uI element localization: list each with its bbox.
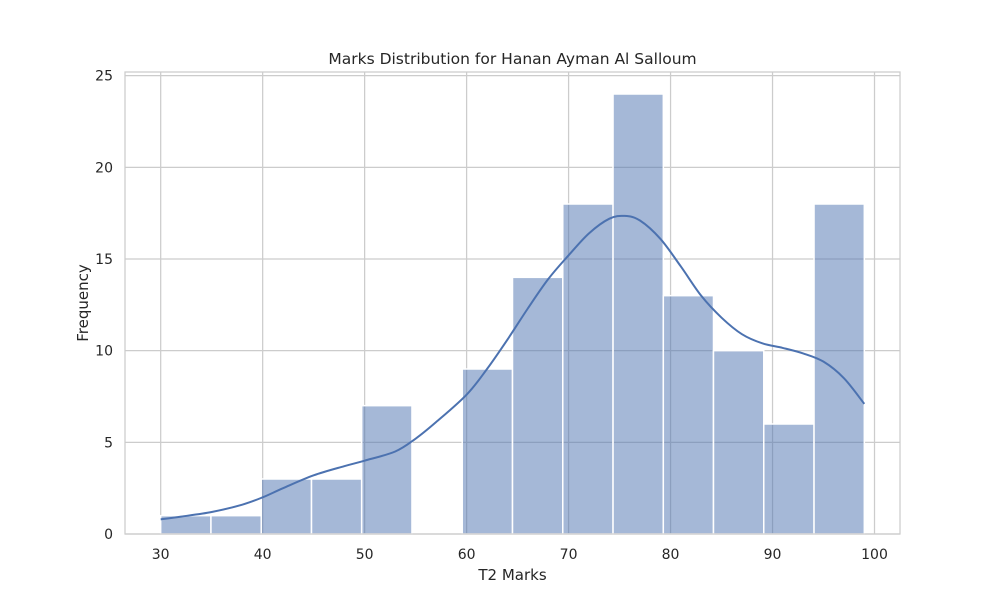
x-tick-label: 90: [764, 547, 782, 563]
chart-title: Marks Distribution for Hanan Ayman Al Sa…: [328, 50, 696, 68]
y-tick-label: 25: [95, 69, 113, 85]
x-tick-label: 60: [458, 547, 476, 563]
kde-curve: [160, 214, 866, 521]
histogram-bar: [310, 478, 363, 535]
histogram-bar: [712, 349, 765, 535]
histogram-bar: [360, 404, 413, 535]
histogram-bar: [562, 203, 614, 535]
histogram-bar: [210, 514, 262, 535]
x-tick-label: 50: [356, 547, 374, 563]
y-axis-label: Frequency: [74, 264, 92, 342]
histogram-bar: [511, 276, 564, 535]
histogram-bar: [260, 478, 313, 535]
histogram-bar: [763, 423, 815, 535]
y-tick-labels: 0 5 10 15 20 25: [95, 69, 113, 543]
x-tick-label: 100: [861, 547, 888, 563]
histogram-bar: [662, 294, 715, 535]
x-axis-label: T2 Marks: [477, 566, 546, 584]
x-tick-label: 30: [152, 547, 170, 563]
y-tick-label: 20: [95, 160, 113, 176]
x-tick-label: 40: [254, 547, 272, 563]
histogram-bar: [612, 93, 665, 535]
histogram-bar: [813, 203, 866, 535]
kde-layer: [160, 214, 866, 521]
y-tick-label: 5: [104, 435, 113, 451]
x-tick-label: 70: [560, 547, 578, 563]
plot-frame: [124, 71, 901, 535]
y-tick-label: 15: [95, 252, 113, 268]
y-tick-label: 0: [104, 527, 113, 543]
y-tick-label: 10: [95, 344, 113, 360]
x-tick-labels: 30 40 50 60 70 80 90 100: [152, 547, 888, 563]
histogram-bar: [461, 368, 514, 535]
x-tick-label: 80: [662, 547, 680, 563]
bars-layer: [159, 93, 866, 535]
